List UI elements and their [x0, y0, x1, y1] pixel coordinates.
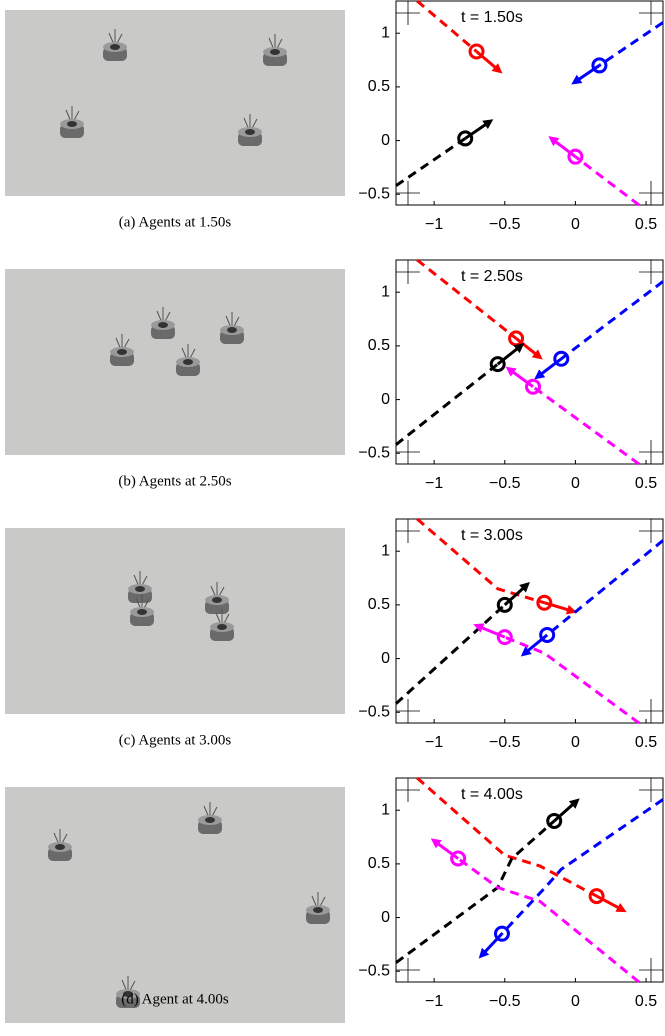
trajectory	[396, 138, 465, 185]
caption: (c) Agents at 3.00s	[119, 732, 232, 748]
x-tick-label: −0.5	[489, 216, 521, 233]
panel: (c) Agents at 3.00s −1 −0.5 0 0.5 −0.5 0 0.5 1 t …	[5, 519, 663, 751]
x-tick-label: −1	[425, 475, 443, 492]
trajectory	[396, 821, 554, 963]
panel: (d) Agent at 4.00s −1 −0.5 0 0.5 −0.5 0 0.5 1 t =…	[5, 778, 663, 1023]
robot-hub	[270, 49, 280, 55]
y-tick-label: 0	[381, 650, 390, 667]
robot-hub	[227, 327, 237, 333]
photo	[5, 269, 345, 455]
trajectory	[458, 859, 639, 982]
robot-hub	[205, 817, 215, 823]
chart: −1 −0.5 0 0.5 −0.5 0 0.5 1 t = 2.50s	[358, 260, 663, 492]
robot-hub	[245, 129, 255, 135]
caption: (d) Agent at 4.00s	[121, 991, 229, 1007]
x-tick-label: 0	[571, 734, 580, 751]
page: (a) Agents at 1.50s −1 −0.5 0 0.5 −0.5 0 0.5 1 t …	[0, 0, 665, 1036]
photo	[5, 10, 345, 196]
annotation: t = 4.00s	[461, 786, 523, 803]
photo-background	[5, 787, 345, 1023]
caption: (b) Agents at 2.50s	[118, 473, 231, 489]
y-tick-label: 0.5	[368, 337, 390, 354]
chart: −1 −0.5 0 0.5 −0.5 0 0.5 1 t = 1.50s	[358, 1, 663, 233]
x-tick-label: −1	[425, 734, 443, 751]
y-tick-label: 0.5	[368, 596, 390, 613]
annotation: t = 2.50s	[461, 268, 523, 285]
caption: (a) Agents at 1.50s	[119, 214, 232, 230]
y-tick-label: −0.5	[358, 703, 390, 720]
y-tick-label: 0	[381, 909, 390, 926]
trajectory	[575, 157, 639, 205]
y-tick-label: 1	[381, 801, 390, 818]
y-tick-label: −0.5	[358, 185, 390, 202]
photo-background	[5, 528, 345, 714]
trajectory	[396, 605, 505, 704]
robot-hub	[110, 44, 120, 50]
trajectory	[502, 799, 663, 933]
y-tick-label: 0.5	[368, 78, 390, 95]
y-tick-label: −0.5	[358, 444, 390, 461]
x-tick-label: −0.5	[489, 734, 521, 751]
plot-frame	[396, 260, 663, 464]
panel: (b) Agents at 2.50s −1 −0.5 0 0.5 −0.5 0 0.5 1 t …	[5, 260, 663, 492]
annotation: t = 3.00s	[461, 527, 523, 544]
robot-hub	[135, 586, 145, 592]
x-tick-label: 0	[571, 475, 580, 492]
trajectory	[547, 540, 663, 634]
robot-hub	[117, 349, 127, 355]
chart: −1 −0.5 0 0.5 −0.5 0 0.5 1 t = 3.00s	[358, 519, 663, 751]
x-tick-label: 0.5	[635, 475, 657, 492]
photo-background	[5, 10, 345, 196]
x-tick-label: 0	[571, 993, 580, 1010]
robot-hub	[67, 121, 77, 127]
x-tick-label: −1	[425, 216, 443, 233]
x-tick-label: 0	[571, 216, 580, 233]
y-tick-label: 0.5	[368, 855, 390, 872]
x-tick-label: 0.5	[635, 993, 657, 1010]
y-tick-label: 1	[381, 542, 390, 559]
trajectory	[599, 22, 663, 65]
x-tick-label: 0.5	[635, 216, 657, 233]
x-tick-label: −0.5	[489, 475, 521, 492]
figure: (a) Agents at 1.50s −1 −0.5 0 0.5 −0.5 0 0.5 1 t …	[0, 0, 665, 1036]
y-tick-label: −0.5	[358, 962, 390, 979]
photo	[5, 528, 345, 714]
robot-hub	[183, 359, 193, 365]
robot-hub	[137, 609, 147, 615]
robot-hub	[212, 597, 222, 603]
y-tick-label: 0	[381, 132, 390, 149]
photo-background	[5, 269, 345, 455]
robot-hub	[55, 844, 65, 850]
y-tick-label: 0	[381, 391, 390, 408]
y-tick-label: 1	[381, 24, 390, 41]
trajectory	[561, 281, 663, 358]
robot-hub	[158, 322, 168, 328]
panel: (a) Agents at 1.50s −1 −0.5 0 0.5 −0.5 0 0.5 1 t …	[5, 1, 663, 233]
x-tick-label: −0.5	[489, 993, 521, 1010]
chart: −1 −0.5 0 0.5 −0.5 0 0.5 1 t = 4.00s	[358, 778, 663, 1010]
trajectory	[396, 364, 498, 445]
x-tick-label: −1	[425, 993, 443, 1010]
plot-frame	[396, 519, 663, 723]
robot-hub	[313, 907, 323, 913]
plot-frame	[396, 1, 663, 205]
plot-frame	[396, 778, 663, 982]
photo	[5, 787, 345, 1023]
trajectory	[533, 387, 639, 464]
y-tick-label: 1	[381, 283, 390, 300]
x-tick-label: 0.5	[635, 734, 657, 751]
annotation: t = 1.50s	[461, 9, 523, 26]
robot-hub	[217, 624, 227, 630]
